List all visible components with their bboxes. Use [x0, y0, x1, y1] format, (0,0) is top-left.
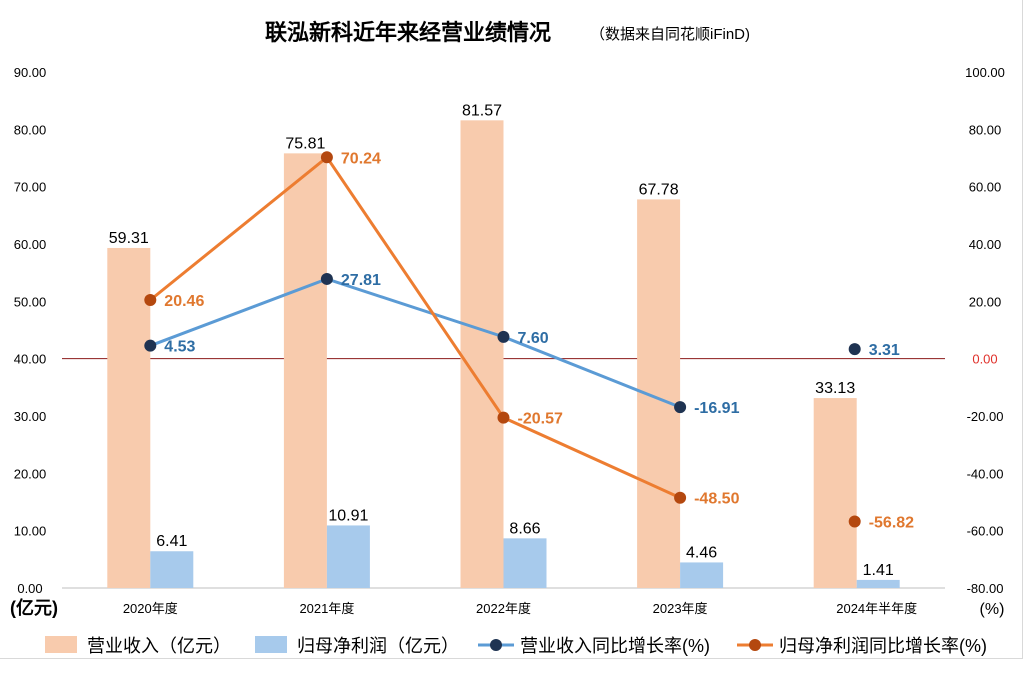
left-tick-label: 90.00: [14, 65, 47, 80]
bar-data-label: 81.57: [462, 102, 502, 119]
bar-net-profit: [680, 562, 724, 588]
bar-data-label: 6.41: [156, 533, 187, 550]
legend-swatch-1: [255, 636, 287, 653]
bar-data-label: 1.41: [863, 562, 894, 579]
line-marker: [497, 330, 510, 343]
line-data-label: 20.46: [164, 293, 204, 310]
line-data-label: -16.91: [694, 400, 739, 417]
chart-frame: [0, 0, 1023, 659]
left-tick-label: 0.00: [17, 581, 42, 596]
bar-revenue: [107, 247, 151, 588]
right-axis-unit: (%): [980, 601, 1005, 618]
left-tick-label: 40.00: [14, 352, 47, 367]
line-data-label: 4.53: [164, 339, 195, 356]
x-tick-label: 2024年半年度: [836, 601, 917, 616]
right-tick-label: -80.00: [967, 581, 1004, 596]
bar-revenue: [460, 120, 504, 588]
x-tick-label: 2023年度: [653, 601, 708, 616]
line-marker: [320, 272, 333, 285]
bar-revenue: [283, 153, 327, 588]
right-tick-label: 80.00: [969, 122, 1002, 137]
right-tick-label: 20.00: [969, 294, 1002, 309]
line-marker: [497, 411, 510, 424]
legend-label: 归母净利润（亿元）: [297, 636, 459, 656]
bar-net-profit: [150, 551, 194, 588]
line-data-label: 7.60: [518, 330, 549, 347]
legend-marker-3: [749, 639, 761, 651]
left-tick-label: 20.00: [14, 466, 47, 481]
chart-title: 联泓新科近年来经营业绩情况: [265, 20, 551, 45]
bar-net-profit: [503, 538, 547, 588]
line-data-label: -48.50: [694, 491, 739, 508]
left-tick-label: 70.00: [14, 180, 47, 195]
legend-label: 营业收入同比增长率(%): [520, 636, 710, 656]
right-tick-label: 40.00: [969, 237, 1002, 252]
right-tick-label: 60.00: [969, 180, 1002, 195]
bar-data-label: 10.91: [328, 507, 368, 524]
right-tick-label: 100.00: [965, 65, 1005, 80]
bar-data-label: 8.66: [509, 520, 540, 537]
line-data-label: 70.24: [341, 150, 381, 167]
line-marker: [848, 515, 861, 528]
bar-data-label: 4.46: [686, 544, 717, 561]
bar-data-label: 33.13: [815, 380, 855, 397]
bar-revenue: [813, 398, 857, 588]
line-marker: [848, 343, 861, 356]
left-tick-label: 10.00: [14, 524, 47, 539]
bar-data-label: 59.31: [109, 230, 149, 247]
legend-marker-2: [490, 639, 502, 651]
left-axis-unit: (亿元): [10, 597, 58, 618]
line-data-label: 3.31: [869, 342, 900, 359]
line-marker: [320, 151, 333, 164]
line-marker: [674, 491, 687, 504]
x-tick-label: 2022年度: [476, 601, 531, 616]
line-marker: [674, 401, 687, 414]
x-tick-label: 2020年度: [123, 601, 178, 616]
bar-net-profit: [326, 525, 370, 588]
line-revenue-growth: [149, 277, 681, 409]
right-tick-label: 0.00: [972, 352, 997, 367]
chart-subtitle: （数据来自同花顺iFinD): [590, 26, 750, 43]
legend-swatch-0: [45, 636, 77, 653]
line-data-label: -56.82: [869, 515, 914, 532]
line-data-label: -20.57: [518, 411, 563, 428]
bar-data-label: 75.81: [285, 135, 325, 152]
left-tick-label: 60.00: [14, 237, 47, 252]
legend-label: 归母净利润同比增长率(%): [779, 636, 987, 656]
x-tick-label: 2021年度: [299, 601, 354, 616]
left-tick-label: 50.00: [14, 294, 47, 309]
bar-data-label: 67.78: [639, 181, 679, 198]
left-tick-label: 30.00: [14, 409, 47, 424]
line-marker: [144, 294, 157, 307]
line-marker: [144, 339, 157, 352]
line-data-label: 27.81: [341, 272, 381, 289]
legend-label: 营业收入（亿元）: [87, 636, 231, 656]
left-tick-label: 80.00: [14, 122, 47, 137]
right-tick-label: -20.00: [967, 409, 1004, 424]
line-profit-growth: [149, 155, 681, 500]
right-tick-label: -60.00: [967, 524, 1004, 539]
right-tick-label: -40.00: [967, 466, 1004, 481]
bar-net-profit: [856, 579, 900, 588]
